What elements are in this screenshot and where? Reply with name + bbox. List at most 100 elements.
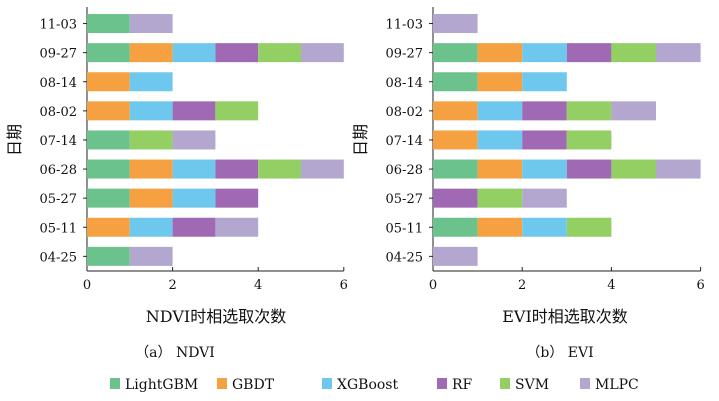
bar-xgboost-05-11 (522, 217, 567, 237)
bar-xgboost-06-28 (522, 159, 567, 179)
legend-label-lightgbm: LightGBM (125, 377, 198, 393)
bar-mlpc-07-14 (172, 130, 216, 150)
bar-svm-06-28 (611, 159, 656, 179)
bar-rf-05-27 (433, 188, 478, 208)
bar-rf-07-14 (522, 130, 567, 150)
bar-xgboost-08-14 (522, 72, 567, 92)
y-tick-label: 11-03 (386, 18, 423, 33)
bar-svm-05-11 (566, 217, 612, 237)
bar-rf-06-28 (215, 159, 259, 179)
bar-gbdt-09-27 (477, 43, 523, 63)
legend-label-gbdt: GBDT (232, 377, 275, 393)
bar-lightgbm-09-27 (87, 43, 130, 63)
bar-svm-07-14 (129, 130, 173, 150)
bar-lightgbm-05-27 (87, 188, 130, 208)
legend-swatch-xgboost (322, 378, 332, 389)
bar-rf-06-28 (566, 159, 612, 179)
y-tick-label: 11-03 (40, 18, 77, 33)
bar-lightgbm-06-28 (87, 159, 130, 179)
bar-xgboost-05-11 (129, 217, 173, 237)
legend-swatch-rf (437, 378, 447, 389)
bar-xgboost-09-27 (522, 43, 567, 63)
y-tick-label: 05-27 (40, 192, 77, 207)
x-axis-label: NDVI时相选取次数 (146, 307, 286, 326)
legend-swatch-gbdt (217, 378, 227, 389)
x-tick-label: 6 (696, 278, 704, 293)
y-axis-label: 日期 (5, 124, 24, 156)
bar-mlpc-11-03 (433, 14, 478, 34)
y-tick-label: 06-28 (40, 163, 77, 178)
y-tick-label: 05-11 (386, 221, 423, 236)
y-tick-label: 04-25 (386, 250, 423, 265)
bar-gbdt-06-28 (477, 159, 523, 179)
y-tick-label: 09-27 (386, 47, 423, 62)
bar-rf-08-02 (522, 101, 567, 121)
y-tick-label: 07-14 (386, 134, 423, 149)
bar-mlpc-11-03 (129, 14, 173, 34)
x-tick-label: 2 (518, 278, 526, 293)
bar-xgboost-06-28 (172, 159, 216, 179)
legend-label-rf: RF (452, 377, 473, 393)
bar-lightgbm-07-14 (87, 130, 130, 150)
bar-svm-09-27 (611, 43, 656, 63)
bar-xgboost-08-02 (129, 101, 173, 121)
bar-gbdt-09-27 (129, 43, 173, 63)
bar-rf-08-02 (172, 101, 216, 121)
y-tick-label: 06-28 (386, 163, 423, 178)
legend-swatch-mlpc (580, 378, 590, 389)
panel-evi: 0 2 4 6 11-03 09-27 08-14 08-02 07-14 06-28 05-27 0… (351, 7, 705, 361)
bar-mlpc-09-27 (301, 43, 344, 63)
bar-gbdt-08-02 (87, 101, 130, 121)
x-tick-label: 0 (429, 278, 437, 293)
x-tick-label: 4 (607, 278, 615, 293)
bar-mlpc-06-28 (656, 159, 701, 179)
bar-svm-09-27 (258, 43, 301, 63)
bar-mlpc-05-11 (215, 217, 259, 237)
bar-svm-08-02 (566, 101, 612, 121)
x-tick-label: 0 (83, 278, 91, 293)
bar-gbdt-08-14 (477, 72, 523, 92)
legend-label-mlpc: MLPC (595, 377, 639, 393)
bar-xgboost-08-14 (129, 72, 173, 92)
bar-xgboost-05-27 (172, 188, 216, 208)
bar-xgboost-09-27 (172, 43, 216, 63)
bar-lightgbm-06-28 (433, 159, 478, 179)
bar-rf-05-27 (215, 188, 259, 208)
panel-ndvi: 0 2 4 6 11-03 09-27 08-14 08-02 07-14 06-28 05-27 0… (5, 7, 348, 361)
x-tick-label: 6 (340, 278, 348, 293)
bar-xgboost-08-02 (477, 101, 523, 121)
x-axis-label: EVI时相选取次数 (502, 307, 628, 326)
legend-label-svm: SVM (515, 377, 549, 393)
bar-gbdt-08-02 (433, 101, 478, 121)
panel-caption: （a） NDVI (135, 345, 215, 361)
bar-rf-09-27 (215, 43, 259, 63)
bar-mlpc-08-02 (611, 101, 656, 121)
y-axis-label: 日期 (351, 124, 370, 156)
bar-svm-05-27 (477, 188, 523, 208)
y-tick-label: 08-02 (40, 105, 77, 120)
bar-svm-07-14 (566, 130, 612, 150)
bar-gbdt-05-11 (477, 217, 523, 237)
bar-xgboost-07-14 (477, 130, 523, 150)
legend-swatch-svm (500, 378, 510, 389)
bar-gbdt-05-27 (129, 188, 173, 208)
y-tick-label: 04-25 (40, 250, 77, 265)
bar-rf-09-27 (566, 43, 612, 63)
bar-mlpc-04-25 (433, 246, 478, 266)
legend-label-xgboost: XGBoost (337, 377, 398, 393)
panel-caption: （b） EVI (526, 345, 593, 361)
bar-mlpc-05-27 (522, 188, 567, 208)
y-tick-label: 09-27 (40, 47, 77, 62)
y-tick-label: 08-14 (386, 76, 423, 91)
x-tick-label: 2 (168, 278, 176, 293)
bar-gbdt-07-14 (433, 130, 478, 150)
bar-gbdt-06-28 (129, 159, 173, 179)
legend-swatch-lightgbm (110, 378, 120, 389)
x-tick-label: 4 (254, 278, 262, 293)
bar-svm-06-28 (258, 159, 301, 179)
bar-mlpc-04-25 (129, 246, 173, 266)
bar-lightgbm-04-25 (87, 246, 130, 266)
bar-gbdt-08-14 (87, 72, 130, 92)
bar-lightgbm-09-27 (433, 43, 478, 63)
